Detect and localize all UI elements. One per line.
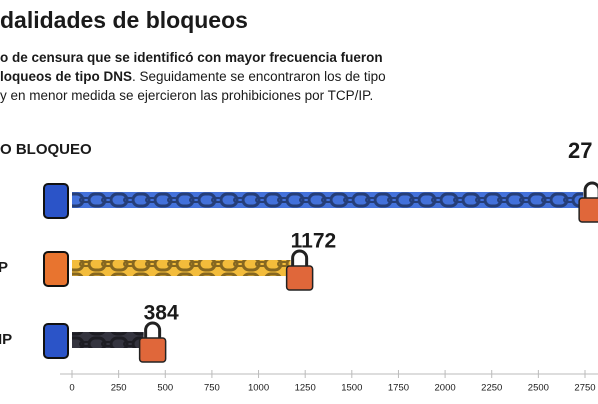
x-tick-label: 2750: [574, 383, 595, 394]
x-tick-label: 1000: [248, 383, 269, 394]
chain-links: [72, 260, 291, 276]
category-label: IP: [0, 331, 12, 348]
chart-title: dalidades de bloqueos: [0, 7, 248, 33]
subtitle-line: y en menor medida se ejercieron las proh…: [0, 88, 373, 103]
lock-shackle: [583, 181, 598, 198]
subtitle-span: loqueos de tipo DNS: [0, 69, 132, 84]
subtitle-span: y en menor medida se ejercieron las proh…: [0, 88, 373, 103]
category-label: P: [0, 259, 8, 276]
value-label: 384: [144, 302, 179, 325]
subtitle-span: o de censura que se identificó con mayor…: [0, 50, 383, 65]
axis-header: O BLOQUEO: [0, 141, 92, 158]
value-label: 1172: [291, 230, 337, 253]
x-tick-label: 2250: [481, 383, 502, 394]
lock-body: [578, 197, 598, 223]
subtitle-span: . Seguidamente se encontraron los de tip…: [132, 69, 386, 84]
phone-icon: [43, 251, 69, 287]
subtitle-line: o de censura que se identificó con mayor…: [0, 50, 383, 65]
lock-shackle: [144, 321, 162, 338]
phone-icon: [43, 323, 69, 359]
chain-links: [72, 192, 584, 208]
lock-body: [285, 265, 314, 291]
phone-icon: [43, 183, 69, 219]
annotation: 27: [568, 138, 592, 163]
x-tick-label: 2000: [435, 383, 456, 394]
x-tick-label: 1500: [341, 383, 362, 394]
x-tick-label: 2500: [528, 383, 549, 394]
lock-shackle: [291, 249, 309, 266]
x-tick-label: 0: [69, 383, 74, 394]
x-tick-label: 1750: [388, 383, 409, 394]
subtitle-line: loqueos de tipo DNS. Seguidamente se enc…: [0, 69, 386, 84]
lock-body: [138, 337, 167, 363]
x-tick-label: 500: [157, 383, 173, 394]
x-tick-label: 250: [111, 383, 127, 394]
x-tick-label: 750: [204, 383, 220, 394]
x-tick-label: 1250: [295, 383, 316, 394]
chain-links: [72, 332, 144, 348]
